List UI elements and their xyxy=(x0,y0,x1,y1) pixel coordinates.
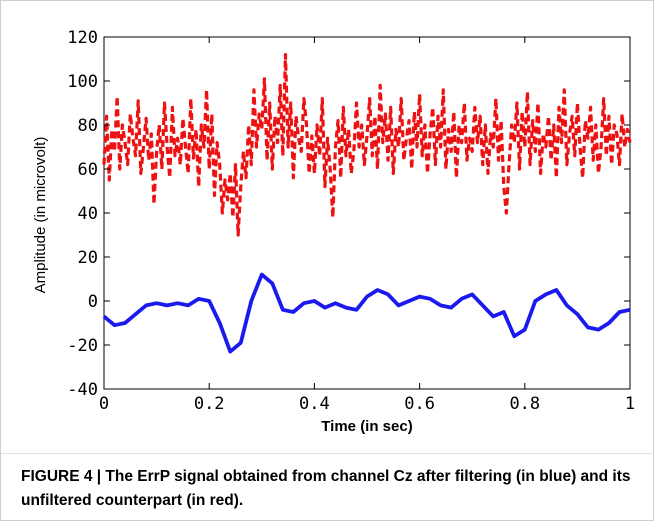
x-tick-label: 0.8 xyxy=(509,394,540,414)
y-axis-title: Amplitude (in microvolt) xyxy=(32,137,49,294)
plot-area-frame xyxy=(103,36,631,390)
y-tick-label: 0 xyxy=(88,292,98,312)
x-tick-label: 0.4 xyxy=(299,394,330,414)
chart: 0 0.2 0.4 0.6 0.8 1 -40 -20 0 20 40 60 80 100 120 Time… xyxy=(32,28,635,435)
y-tick-label: 100 xyxy=(67,72,98,92)
y-tick-label: -40 xyxy=(67,380,98,400)
figure-caption: FIGURE 4 | The ErrP signal obtained from… xyxy=(21,468,631,509)
x-tick-label: 0 xyxy=(99,394,109,414)
series-line-0 xyxy=(102,52,632,237)
y-tick-label: 40 xyxy=(78,204,98,224)
caption-separator xyxy=(1,453,654,454)
x-tick-label: 0.2 xyxy=(194,394,225,414)
y-tick-label: 80 xyxy=(78,116,98,136)
x-axis-title: Time (in sec) xyxy=(321,418,412,435)
series-line-1 xyxy=(102,272,631,354)
y-tick-label: 60 xyxy=(78,160,98,180)
x-tick-label: 0.6 xyxy=(404,394,435,414)
y-tick-label: 120 xyxy=(67,28,98,48)
y-tick-label: 20 xyxy=(78,248,98,268)
x-tick-label: 1 xyxy=(625,394,635,414)
y-tick-label: -20 xyxy=(67,336,98,356)
